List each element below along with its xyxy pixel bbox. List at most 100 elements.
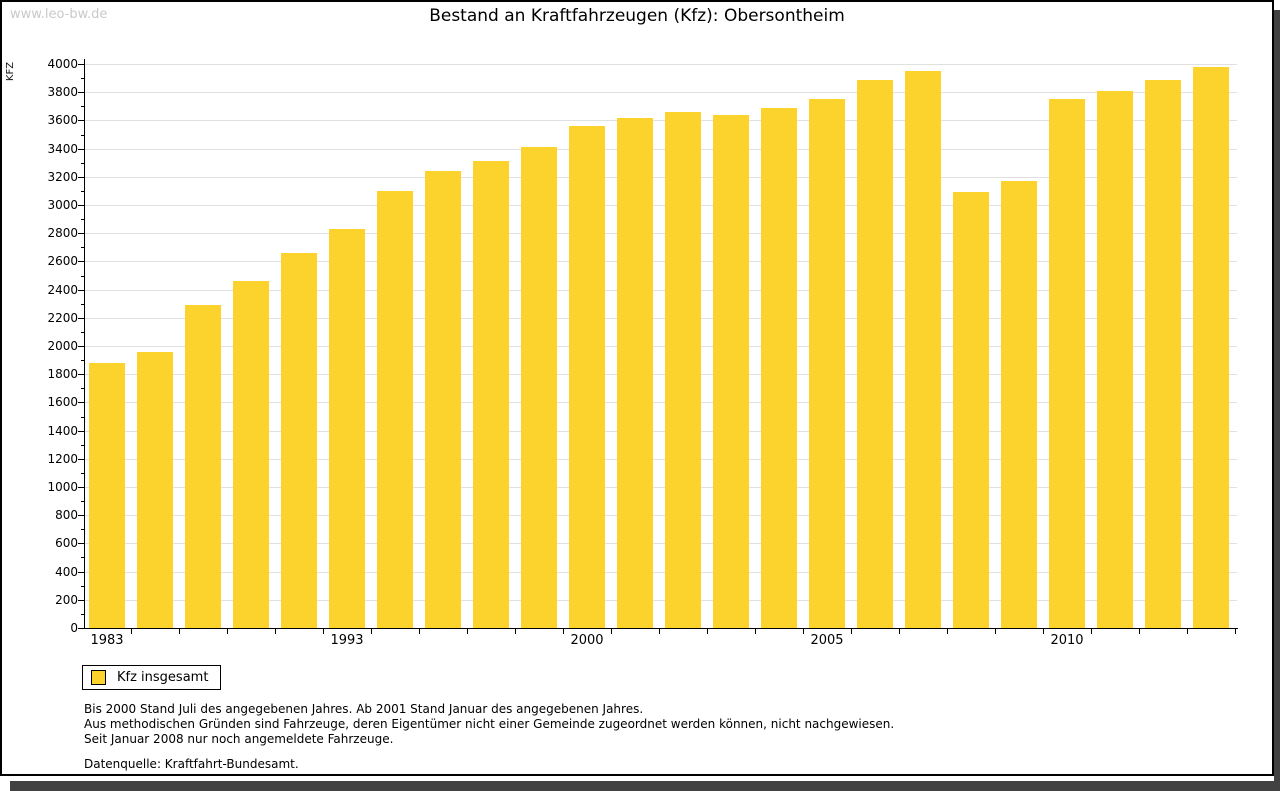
bar-2013 [1193,67,1229,628]
x-axis-tick [947,629,948,634]
bar-2004 [761,108,797,628]
y-minor-tick-2300 [81,304,84,305]
gridline-3000 [85,205,1237,206]
gridline-200 [85,600,1237,601]
bar-2006 [857,80,893,628]
gridline-2200 [85,318,1237,319]
x-axis-line [84,628,1238,629]
y-axis-tick-label: 2600 [47,254,78,268]
y-minor-tick-1500 [81,417,84,418]
gridline-1400 [85,431,1237,432]
legend-label: Kfz insgesamt [117,670,209,685]
y-minor-tick-300 [81,586,84,587]
y-major-tick-400 [78,572,84,573]
y-minor-tick-1700 [81,388,84,389]
y-major-tick-1000 [78,487,84,488]
y-major-tick-0 [78,628,84,629]
x-axis-tick [1235,629,1236,634]
y-major-tick-2600 [78,261,84,262]
y-minor-tick-1900 [81,360,84,361]
y-axis-line [84,59,85,628]
y-major-tick-2200 [78,318,84,319]
frame-shadow-bottom [10,781,1280,791]
y-major-tick-2400 [78,290,84,291]
y-minor-tick-2500 [81,276,84,277]
x-axis-tick-label: 1993 [330,633,364,648]
x-axis-tick [467,629,468,634]
bar-2007 [905,71,941,628]
gridline-800 [85,515,1237,516]
frame-shadow-right [1274,10,1280,791]
x-axis-tick [227,629,228,634]
y-axis-tick-label: 1800 [47,367,78,381]
y-major-tick-2000 [78,346,84,347]
bar-2000 [569,126,605,628]
x-axis-tick [755,629,756,634]
y-axis-tick-label: 1600 [47,395,78,409]
y-axis-tick-label: 400 [55,565,78,579]
gridline-600 [85,543,1237,544]
y-axis-tick-label: 2200 [47,311,78,325]
y-minor-tick-3900 [81,78,84,79]
bar-2009 [1001,181,1037,628]
gridline-2600 [85,261,1237,262]
data-source-line: Datenquelle: Kraftfahrt-Bundesamt. [84,757,299,771]
bar-1997 [425,171,461,628]
x-axis-tick [1187,629,1188,634]
gridline-3600 [85,120,1237,121]
watermark: www.leo-bw.de [10,7,108,22]
chart-frame: www.leo-bw.de Bestand an Kraftfahrzeugen… [0,0,1274,776]
footnote-line: Bis 2000 Stand Juli des angegebenen Jahr… [84,702,644,716]
y-axis-tick-label: 3000 [47,198,78,212]
bar-1993 [329,229,365,628]
bar-1989 [233,281,269,628]
bar-1995 [377,191,413,628]
y-minor-tick-100 [81,614,84,615]
x-axis-tick [659,629,660,634]
y-minor-tick-1300 [81,445,84,446]
y-axis-tick-label: 2000 [47,339,78,353]
bar-1987 [185,305,221,628]
y-major-tick-1600 [78,402,84,403]
x-axis-tick-label: 2000 [570,633,604,648]
y-axis-tick-label: 0 [70,621,78,635]
y-major-tick-3600 [78,120,84,121]
y-minor-tick-3500 [81,135,84,136]
x-axis-tick [1043,629,1044,634]
legend-color-swatch-icon [91,670,106,685]
y-axis-tick-label: 2400 [47,283,78,297]
bar-2001 [617,118,653,628]
y-minor-tick-500 [81,557,84,558]
y-major-tick-3400 [78,149,84,150]
footnotes: Bis 2000 Stand Juli des angegebenen Jahr… [84,702,894,748]
x-axis-tick [419,629,420,634]
y-major-tick-600 [78,543,84,544]
y-minor-tick-3300 [81,163,84,164]
x-axis-tick-label: 2005 [810,633,844,648]
y-axis-tick-label: 3400 [47,142,78,156]
gridline-2800 [85,233,1237,234]
bar-2008 [953,192,989,628]
gridline-3200 [85,177,1237,178]
x-axis-tick [131,629,132,634]
x-axis-tick [707,629,708,634]
x-axis-tick [851,629,852,634]
x-axis-tick-label: 2010 [1050,633,1084,648]
y-axis-tick-label: 3600 [47,113,78,127]
bar-2003 [713,115,749,628]
y-major-tick-3800 [78,92,84,93]
bar-2005 [809,99,845,628]
y-axis-tick-label: 600 [55,536,78,550]
bar-2011 [1097,91,1133,628]
gridline-2400 [85,290,1237,291]
x-axis-tick-label: 1983 [90,633,124,648]
y-major-tick-3000 [78,205,84,206]
gridline-400 [85,572,1237,573]
gridline-1200 [85,459,1237,460]
gridline-1000 [85,487,1237,488]
x-axis-tick [515,629,516,634]
bar-1985 [137,352,173,628]
y-axis-tick-label: 2800 [47,226,78,240]
y-minor-tick-1100 [81,473,84,474]
y-minor-tick-900 [81,501,84,502]
